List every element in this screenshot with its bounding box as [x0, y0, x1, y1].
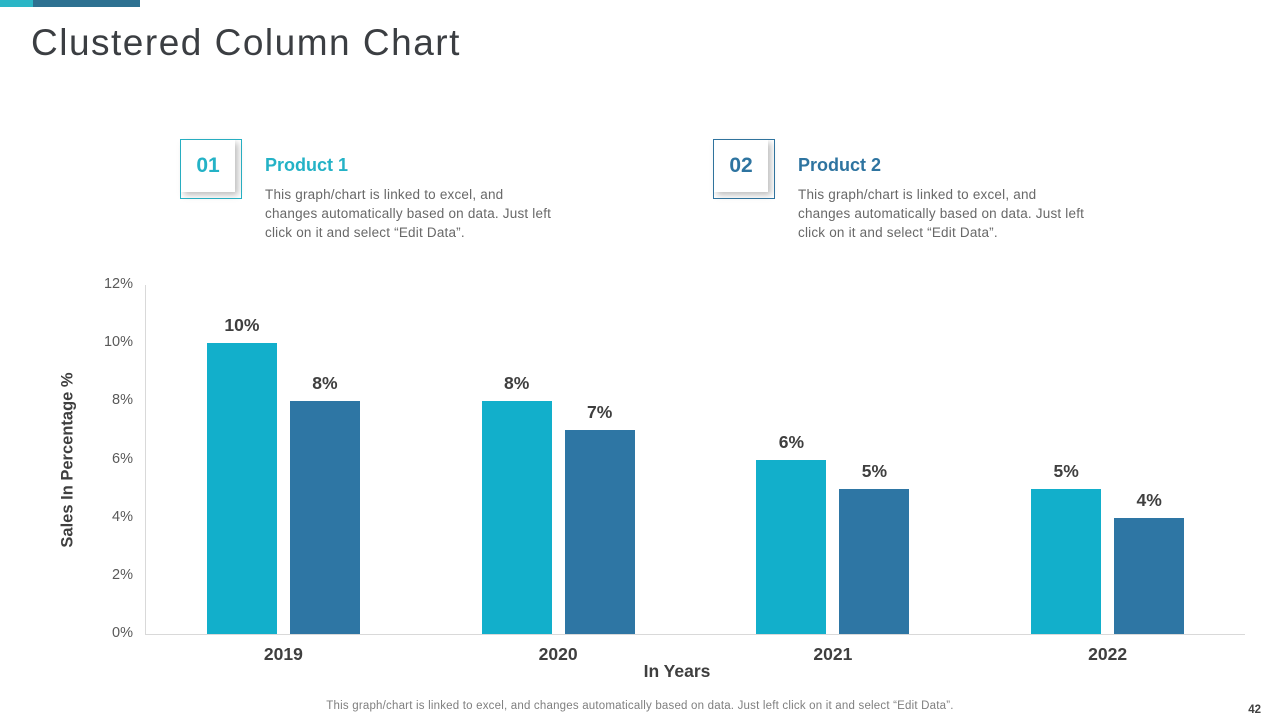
bar-product-1-2022 — [1031, 488, 1102, 634]
callout-number-box: 02 — [713, 139, 775, 199]
callout-description: This graph/chart is linked to excel, and… — [265, 187, 552, 241]
x-axis-category-label: 2019 — [263, 644, 303, 664]
y-axis-tick-label: 0% — [112, 625, 133, 641]
y-axis-tick-label: 4% — [112, 508, 133, 525]
accent-bar-cyan — [0, 0, 33, 7]
x-axis-category-label: 2022 — [1088, 644, 1128, 664]
bar-value-label: 5% — [861, 460, 888, 481]
x-axis-title: In Years — [643, 661, 711, 681]
callout-title: Product 1 — [265, 155, 349, 175]
x-axis-category-label: 2021 — [813, 644, 853, 664]
bar-product-2-2022 — [1114, 517, 1185, 634]
y-axis-tick-label: 8% — [112, 392, 133, 409]
page-number: 42 — [1248, 704, 1261, 716]
footer-note: This graph/chart is linked to excel, and… — [326, 700, 954, 712]
callout-number: 01 — [181, 140, 235, 192]
bar-product-1-2019 — [206, 343, 277, 634]
callout-description: This graph/chart is linked to excel, and… — [798, 187, 1085, 241]
bar-product-2-2021 — [839, 488, 910, 634]
bar-value-label: 8% — [503, 373, 530, 394]
x-axis-category-label: 2020 — [538, 644, 578, 664]
page-title: Clustered Column Chart — [31, 22, 461, 63]
bar-value-label: 4% — [1136, 489, 1162, 510]
y-axis-tick-label: 12% — [103, 276, 133, 292]
bar-value-label: 10% — [224, 315, 260, 336]
bar-value-label: 7% — [586, 402, 613, 423]
plot-area: 0% 2% 4% 6% 8% 10% 12% 10% 8% 2019 8% 7% 2020 6% 5% 202… — [104, 276, 1245, 664]
callout-text-block: Product 2 This graph/chart is linked to … — [798, 155, 1090, 242]
callout-title: Product 2 — [798, 155, 882, 175]
callout-number-box: 01 — [180, 139, 242, 199]
bar-product-2-2020 — [564, 430, 635, 634]
y-axis-tick-label: 10% — [103, 334, 133, 351]
bar-value-label: 6% — [778, 431, 805, 452]
callout-text-block: Product 1 This graph/chart is linked to … — [265, 155, 557, 242]
y-axis-tick-label: 6% — [112, 450, 133, 467]
bar-value-label: 8% — [312, 373, 338, 394]
bar-value-label: 5% — [1053, 460, 1079, 481]
bar-product-1-2021 — [756, 459, 827, 634]
callout-number: 02 — [714, 140, 768, 192]
bar-product-1-2020 — [481, 401, 552, 634]
y-axis-tick-label: 2% — [112, 566, 133, 583]
bar-product-2-2019 — [289, 401, 360, 634]
accent-bar-blue — [33, 0, 140, 7]
